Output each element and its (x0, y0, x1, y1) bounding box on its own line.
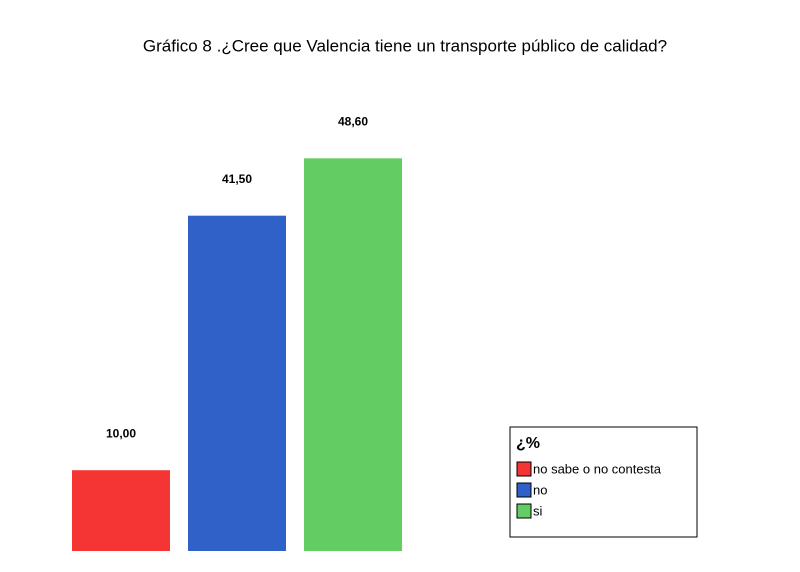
value-label: 48,60 (338, 114, 368, 128)
legend-swatch (516, 461, 532, 477)
legend-label: no (533, 482, 547, 497)
legend-swatch (516, 482, 532, 498)
legend-box (509, 426, 698, 538)
legend-label: no sabe o no contesta (533, 461, 662, 476)
value-label: 10,00 (106, 426, 136, 440)
legend-swatch (516, 503, 532, 519)
chart-title: Gráfico 8 .¿Cree que Valencia tiene un t… (143, 36, 667, 55)
legend-title: ¿% (516, 435, 540, 452)
bar (188, 215, 286, 551)
bar (72, 470, 170, 551)
value-label: 41,50 (222, 172, 252, 186)
legend-label: si (533, 503, 543, 518)
bar (304, 158, 402, 551)
